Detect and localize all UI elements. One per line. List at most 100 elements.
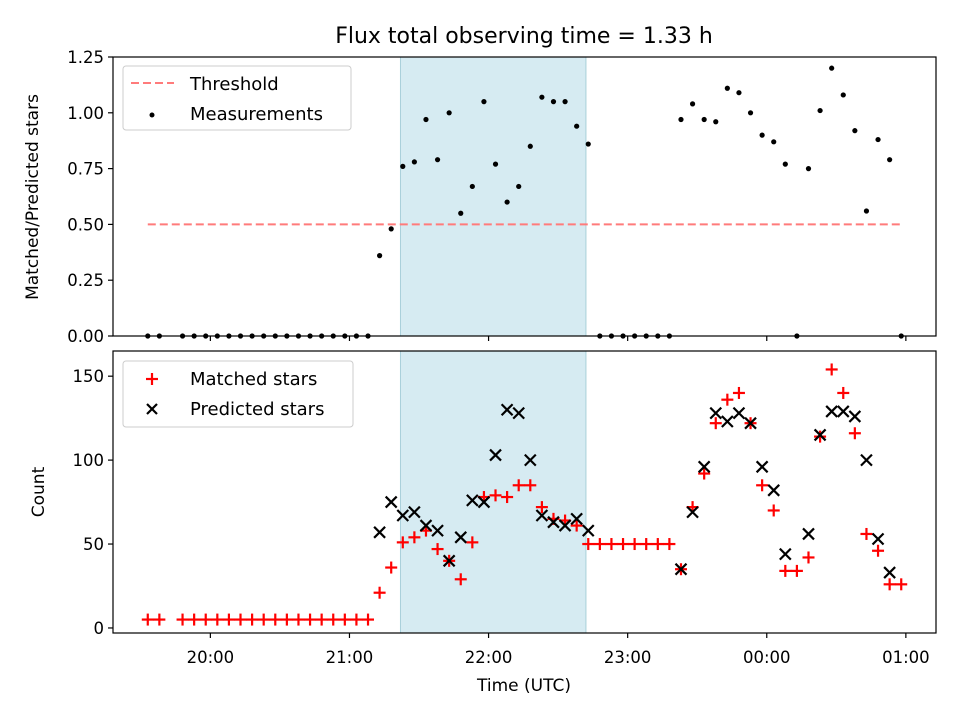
top-y-tick-label: 0.00 <box>67 327 104 346</box>
predicted-star-marker <box>373 526 386 539</box>
matched-star-marker <box>709 417 722 430</box>
matched-star-marker <box>141 613 154 626</box>
matched-star-marker <box>211 613 224 626</box>
matched-star-marker <box>153 613 166 626</box>
matched-star-marker <box>883 578 896 591</box>
matched-star-marker <box>512 479 525 492</box>
measurement-point <box>747 110 754 116</box>
bottom-y-tick-label: 0 <box>94 619 105 638</box>
predicted-star-marker <box>755 460 769 474</box>
matched-star-marker <box>767 504 780 517</box>
measurement-point <box>562 99 568 105</box>
legend-matched-label: Matched stars <box>190 369 317 390</box>
matched-star-marker <box>246 613 259 626</box>
matched-star-marker <box>617 538 630 551</box>
predicted-star-marker <box>512 406 525 420</box>
matched-star-marker <box>605 538 618 551</box>
measurement-point <box>539 94 545 100</box>
predicted-star-marker <box>697 460 711 474</box>
measurement-point <box>782 161 788 167</box>
matched-star-marker <box>327 613 340 626</box>
matched-star-marker <box>860 527 873 540</box>
measurement-point <box>771 139 777 145</box>
bottom-y-tick-label: 100 <box>73 451 105 470</box>
measurement-point <box>713 119 719 125</box>
measurement-point <box>736 90 742 96</box>
measurement-point <box>817 107 823 114</box>
matched-star-marker <box>837 386 850 399</box>
x-tick-label: 23:00 <box>604 648 652 667</box>
matched-star-marker <box>721 393 734 406</box>
bottom-y-tick-label: 50 <box>83 535 104 554</box>
measurement-point <box>574 123 580 129</box>
bottom-panel: 20:00 21:00 22:00 23:00 00:00 01:00 0 50 100 150… <box>29 350 937 696</box>
bottom-y-tick-label: 150 <box>73 367 105 386</box>
matched-star-marker <box>431 543 444 556</box>
predicted-star-marker <box>384 495 398 509</box>
matched-star-marker <box>524 479 537 492</box>
measurement-point <box>411 159 417 165</box>
matched-star-marker <box>188 613 201 626</box>
measurement-point <box>678 116 684 123</box>
matched-star-marker <box>269 613 282 626</box>
matched-star-marker <box>396 536 409 549</box>
predicted-star-marker <box>732 406 746 420</box>
predicted-star-marker <box>767 484 780 497</box>
matched-star-marker <box>373 586 386 599</box>
top-legend-box <box>122 65 352 131</box>
matched-star-marker <box>315 613 328 626</box>
predicted-star-marker <box>466 494 479 507</box>
predicted-star-marker <box>836 405 850 418</box>
matched-star-marker <box>176 613 189 626</box>
predicted-star-marker <box>581 524 595 537</box>
matched-star-marker <box>385 561 398 574</box>
measurement-point <box>434 157 441 163</box>
matched-star-marker <box>501 491 514 504</box>
matched-star-marker <box>466 536 479 549</box>
predicted-star-marker <box>860 453 873 467</box>
bottom-marks <box>141 363 908 626</box>
matched-star-marker <box>848 427 861 440</box>
predicted-star-marker <box>570 512 583 526</box>
matched-star-marker <box>454 573 467 586</box>
bottom-y-ticks: 0 50 100 150 <box>73 367 113 638</box>
bottom-legend-box <box>122 360 354 428</box>
predicted-star-marker <box>721 415 734 428</box>
matched-star-marker <box>350 613 363 626</box>
measurement-point <box>759 132 765 138</box>
matched-star-marker <box>408 531 421 544</box>
predicted-star-marker <box>454 531 468 544</box>
predicted-star-marker <box>848 410 862 423</box>
predicted-star-marker <box>709 406 723 420</box>
matched-star-marker <box>790 564 803 577</box>
predicted-star-marker <box>802 527 815 541</box>
x-tick-label: 21:00 <box>326 648 374 667</box>
measurement-point <box>724 85 730 91</box>
legend-predicted-label: Predicted stars <box>190 399 324 420</box>
chart-title: Flux total observing time = 1.33 h <box>335 24 713 49</box>
measurement-point <box>516 183 522 190</box>
predicted-star-marker <box>396 509 410 522</box>
measurement-point <box>400 163 406 169</box>
measurement-point <box>852 128 858 134</box>
predicted-star-marker <box>442 554 456 568</box>
legend-matched-swatch <box>146 373 158 385</box>
bottom-plot-frame <box>112 350 937 634</box>
measurement-point <box>805 166 812 172</box>
predicted-star-marker <box>431 524 444 537</box>
measurement-point <box>875 136 881 143</box>
predicted-star-marker <box>477 495 491 509</box>
legend-measurements-swatch <box>149 112 155 118</box>
x-tick-label: 01:00 <box>882 648 930 667</box>
predicted-star-marker <box>524 453 537 467</box>
predicted-star-marker <box>686 505 699 519</box>
matched-star-marker <box>732 386 745 399</box>
matched-star-marker <box>825 363 838 376</box>
matched-star-marker <box>570 519 583 532</box>
predicted-star-marker <box>535 509 549 522</box>
matched-star-marker <box>222 613 235 626</box>
top-y-ticks: 0.00 0.25 0.50 0.75 1.00 1.25 <box>67 48 113 346</box>
matched-star-marker <box>651 538 664 551</box>
measurement-point <box>689 101 696 107</box>
measurement-point <box>829 65 835 71</box>
